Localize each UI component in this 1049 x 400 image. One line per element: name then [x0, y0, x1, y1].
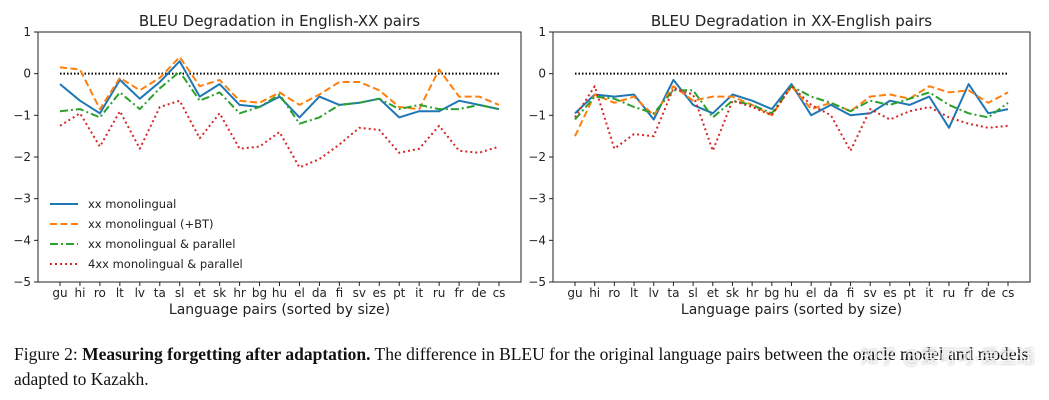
x-tick-label: fi [847, 286, 855, 300]
x-tick-label: hu [272, 286, 287, 300]
x-tick-label: ta [154, 286, 166, 300]
x-tick-label: lv [649, 286, 659, 300]
x-tick-label: it [925, 286, 933, 300]
x-tick-label: el [806, 286, 817, 300]
series-line-parallel [59, 70, 500, 125]
y-tick-label: −2 [13, 150, 31, 164]
y-tick-label: −5 [528, 275, 546, 289]
x-tick-label: hr [746, 286, 759, 300]
chart-title: BLEU Degradation in English-XX pairs [139, 12, 420, 30]
y-tick-label: 0 [538, 67, 546, 81]
x-tick-label: bg [252, 286, 267, 300]
y-tick-label: 1 [538, 25, 546, 39]
plot-frame [552, 31, 1031, 283]
x-tick-label: cs [493, 286, 506, 300]
y-tick-label: −5 [13, 275, 31, 289]
series-line-parallel [574, 85, 1009, 121]
x-tick-label: ro [94, 286, 106, 300]
x-tick-label: pt [393, 286, 406, 300]
x-tick-label: de [472, 286, 487, 300]
y-tick-label: −3 [13, 192, 31, 206]
x-tick-label: ro [608, 286, 620, 300]
x-tick-label: hi [74, 286, 85, 300]
x-tick-label: hu [784, 286, 799, 300]
x-tick-label: fi [336, 286, 344, 300]
x-tick-label: ta [667, 286, 679, 300]
x-tick-label: sv [864, 286, 877, 300]
x-tick-label: ru [433, 286, 446, 300]
y-tick-label: −1 [528, 108, 546, 122]
x-tick-label: hi [589, 286, 600, 300]
plot-frame [37, 31, 522, 283]
legend-label-parallel: xx monolingual & parallel [88, 237, 235, 251]
y-tick-label: 1 [23, 25, 31, 39]
x-tick-label: es [883, 286, 897, 300]
x-tick-label: it [415, 286, 423, 300]
x-tick-label: da [312, 286, 327, 300]
series-line-bt [574, 85, 1009, 137]
legend-label-mono: xx monolingual [88, 197, 176, 211]
x-tick-label: de [981, 286, 996, 300]
x-tick-label: fr [964, 286, 973, 300]
y-tick-label: −2 [528, 150, 546, 164]
x-tick-label: gu [52, 286, 67, 300]
series-line-bt [59, 56, 500, 111]
series-line-x4 [574, 85, 1009, 152]
x-axis-label: Language pairs (sorted by size) [681, 302, 902, 318]
watermark: 知乎 @爱可可-爱生活 [860, 347, 1035, 368]
x-tick-label: lt [116, 286, 124, 300]
y-tick-label: −3 [528, 192, 546, 206]
x-tick-label: gu [567, 286, 582, 300]
x-tick-label: pt [903, 286, 916, 300]
x-tick-label: et [707, 286, 719, 300]
x-tick-label: bg [764, 286, 779, 300]
x-tick-label: hr [233, 286, 246, 300]
x-tick-label: sk [726, 286, 739, 300]
legend-label-bt: xx monolingual (+BT) [88, 217, 214, 231]
x-tick-label: sv [353, 286, 366, 300]
y-tick-label: −1 [13, 108, 31, 122]
y-tick-label: −4 [528, 233, 546, 247]
x-tick-label: lv [135, 286, 145, 300]
x-tick-label: cs [1002, 286, 1015, 300]
x-tick-label: es [372, 286, 386, 300]
x-tick-label: fr [455, 286, 464, 300]
x-tick-label: el [294, 286, 305, 300]
y-tick-label: −4 [13, 233, 31, 247]
caption-prefix: Figure 2: [14, 344, 83, 364]
series-line-mono [59, 60, 500, 119]
x-tick-label: da [823, 286, 838, 300]
x-tick-label: sl [688, 286, 698, 300]
x-tick-label: sk [213, 286, 226, 300]
chart-xx-english: BLEU Degradation in XX-English pairs 1 0 −1… [528, 12, 1031, 318]
x-tick-label: ru [943, 286, 956, 300]
caption-rest: The difference in BLEU for the original … [14, 344, 1029, 389]
legend-label-x4: 4xx monolingual & parallel [88, 257, 243, 271]
y-tick-label: 0 [23, 67, 31, 81]
chart-english-xx: BLEU Degradation in English-XX pairs 1 0 −1… [13, 12, 522, 318]
figure-canvas: BLEU Degradation in English-XX pairs 1 0 −1… [13, 12, 1031, 318]
x-tick-label: lt [630, 286, 638, 300]
x-tick-label: sl [175, 286, 185, 300]
caption-bold: Measuring forgetting after adaptation. [82, 344, 371, 364]
chart-title: BLEU Degradation in XX-English pairs [651, 12, 932, 30]
x-tick-label: et [194, 286, 206, 300]
x-axis-label: Language pairs (sorted by size) [169, 302, 390, 318]
figure-caption: Figure 2: Measuring forgetting after ada… [14, 342, 1039, 392]
series-line-x4 [59, 99, 500, 169]
